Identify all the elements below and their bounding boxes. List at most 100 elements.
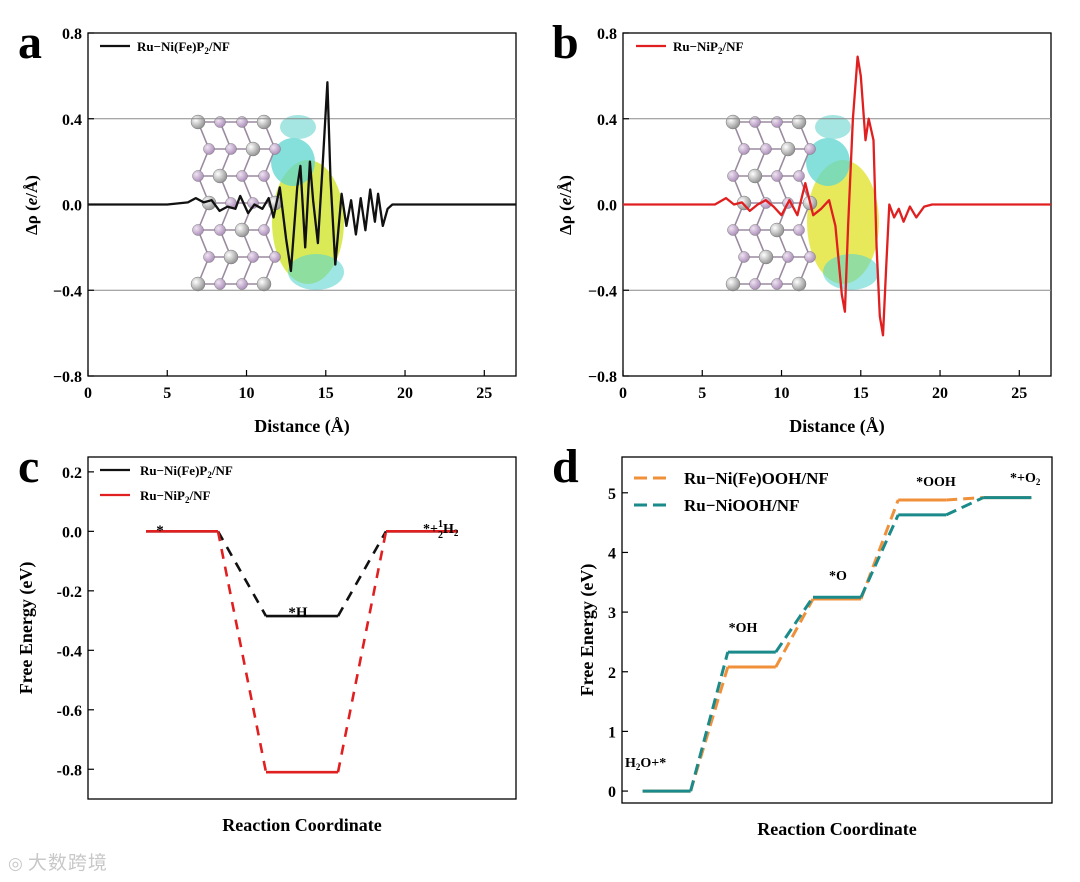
atom-b-0-2: [771, 116, 783, 128]
atom-a-5-2: [247, 251, 259, 263]
x-tick-label-a-1: 5: [163, 385, 171, 402]
atom-b-6-1: [749, 278, 761, 290]
atom-a-5-1: [223, 249, 239, 265]
y-tick-label-d-4: 4: [608, 545, 616, 562]
atom-b-1-0: [738, 143, 750, 155]
legend-label-b: Ru−NiP2/NF: [673, 39, 743, 56]
state-label-d-h2o: H2O+*: [625, 756, 666, 772]
atomic-structure-illustration-b: [725, 114, 879, 292]
atom-b-1-2: [780, 141, 796, 157]
y-tick-label-c-0: -0.8: [57, 762, 82, 779]
legend-d: Ru−Ni(Fe)OOH/NF Ru−NiOOH/NF: [634, 469, 829, 515]
atom-a-0-2: [236, 116, 248, 128]
series-b: [623, 55, 1051, 337]
atom-b-0-1: [749, 116, 761, 128]
y-tick-label-c-4: 0.0: [62, 524, 82, 541]
connector-d-1-1: [774, 596, 815, 653]
state-label-d-o2: *+O2: [1010, 471, 1041, 487]
atom-a-6-0: [190, 276, 206, 292]
y-tick-label-c-1: -0.6: [57, 703, 82, 720]
legend-a: Ru−Ni(Fe)P2/NF: [100, 39, 230, 56]
atom-b-1-3: [804, 143, 816, 155]
charge-density-cyan-a-2: [288, 254, 344, 290]
legend-c: Ru−Ni(Fe)P2/NF Ru−NiP2/NF: [100, 463, 233, 505]
charge-density-cyan-b-1: [806, 138, 850, 186]
y-tick-label-d-5: 5: [608, 486, 616, 503]
atom-b-6-2: [771, 278, 783, 290]
y-tick-label-b-2: 0.0: [597, 198, 617, 215]
y-tick-label-a-3: 0.4: [62, 112, 82, 129]
atom-a-0-1: [214, 116, 226, 128]
connector-d-0-2: [859, 499, 900, 600]
atom-b-2-0: [727, 170, 739, 182]
atom-b-5-3: [804, 251, 816, 263]
x-axis-label-c: Reaction Coordinate: [222, 815, 381, 835]
atom-a-0-3: [256, 114, 272, 130]
state-labels-d: H2O+* *OH *O *OOH *+O2: [625, 471, 1041, 772]
x-tick-label-b-2: 10: [774, 385, 790, 402]
charge-density-cyan-a-3: [280, 115, 316, 139]
legend-label-a: Ru−Ni(Fe)P2/NF: [137, 39, 230, 56]
state-label-c-initial: *: [156, 523, 164, 539]
x-tick-label-b-1: 5: [698, 385, 706, 402]
y-axis-label-c: Free Energy (eV): [16, 562, 37, 695]
atom-b-5-2: [782, 251, 794, 263]
y-tick-label-a-1: −0.4: [53, 283, 82, 300]
atom-b-4-2: [769, 222, 785, 238]
x-tick-label-b-4: 20: [932, 385, 948, 402]
panel-label-d: d: [552, 440, 579, 493]
y-tick-label-d-2: 2: [608, 665, 616, 682]
plot-frame-c: [87, 456, 517, 800]
atom-b-0-0: [725, 114, 741, 130]
atom-b-2-3: [793, 170, 805, 182]
weibo-logo-icon: ◎: [8, 854, 24, 874]
y-tick-label-d-0: 0: [608, 784, 616, 801]
connector-d-0-3: [946, 496, 984, 502]
y-tick-label-b-0: −0.8: [588, 369, 617, 386]
state-label-d-o: *O: [829, 569, 847, 584]
atom-a-5-0: [203, 251, 215, 263]
connector-c-1-1: [336, 531, 388, 773]
charge-density-cyan-a-1: [271, 138, 315, 186]
series-d: [642, 496, 1032, 793]
axes-d: 0 1 2 3 4 5: [608, 486, 628, 801]
x-axis-label-a: Distance (Å): [254, 416, 349, 437]
atom-b-6-0: [725, 276, 741, 292]
charge-density-cyan-b-2: [823, 254, 879, 290]
atom-a-1-1: [225, 143, 237, 155]
series-c: [146, 530, 458, 774]
y-axis-label-b: Δρ (e/Å): [556, 175, 575, 235]
charge-density-yellow-b: [807, 160, 879, 284]
panel-label-c: c: [18, 440, 39, 493]
atom-a-4-1: [214, 224, 226, 236]
atomic-structure-illustration-a: [190, 114, 344, 292]
state-labels-c: * *H *+1 2H2: [156, 519, 459, 621]
atom-b-4-0: [727, 224, 739, 236]
panel-label-a: a: [18, 16, 42, 69]
connector-c-0-1: [336, 530, 388, 617]
connector-c-1-0: [216, 531, 268, 773]
legend-label-d-2: Ru−NiOOH/NF: [684, 496, 799, 515]
atom-a-6-2: [236, 278, 248, 290]
axes-b: 0 5 10 15 20 25 −0.8 −0.4 0.0 0.4 0.8: [588, 26, 1051, 402]
series-line-a-0: [88, 81, 516, 273]
x-tick-label-a-4: 20: [397, 385, 413, 402]
charge-density-yellow-a: [272, 160, 344, 284]
y-tick-label-d-3: 3: [608, 605, 616, 622]
atom-a-1-2: [245, 141, 261, 157]
connector-d-1-2: [859, 514, 900, 598]
atom-b-6-3: [791, 276, 807, 292]
atom-a-1-0: [203, 143, 215, 155]
y-tick-label-a-4: 0.8: [62, 26, 82, 43]
atom-a-1-3: [269, 143, 281, 155]
atom-a-4-2: [234, 222, 250, 238]
panel-b: 0 5 10 15 20 25 −0.8 −0.4 0.0 0.4 0.8 Ru−NiP2/NF D…: [556, 26, 1052, 437]
x-tick-label-a-2: 10: [239, 385, 255, 402]
axes-a: 0 5 10 15 20 25 −0.8 −0.4 0.0 0.4 0.8: [53, 26, 516, 402]
connector-d-1-3: [945, 496, 985, 517]
y-tick-label-b-1: −0.4: [588, 283, 617, 300]
x-tick-label-b-0: 0: [619, 385, 627, 402]
atom-a-4-0: [192, 224, 204, 236]
connector-d-0-1: [774, 598, 815, 668]
